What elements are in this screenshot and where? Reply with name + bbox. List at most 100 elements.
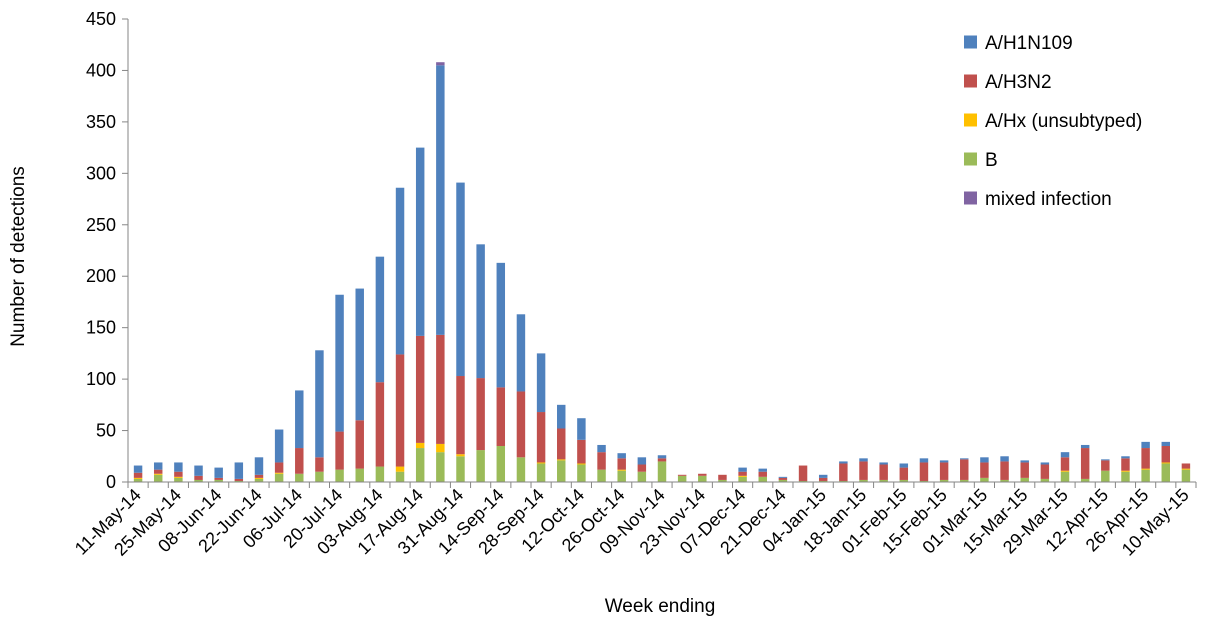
bar-segment — [698, 475, 707, 482]
bar-segment — [980, 462, 989, 478]
bar-segment — [274, 472, 284, 474]
bar-segment — [778, 477, 788, 480]
bar-segment — [577, 463, 586, 465]
bar-segment — [415, 147, 425, 336]
bar-segment — [174, 477, 183, 482]
bar-segment — [960, 459, 969, 480]
bar-segment — [456, 376, 465, 455]
bar-segment — [798, 465, 808, 481]
bar-segment — [818, 480, 828, 482]
bar-segment — [980, 477, 989, 482]
y-tick-label: 100 — [86, 369, 116, 389]
legend-label: A/H1N109 — [985, 33, 1073, 54]
bar-segment — [355, 288, 364, 421]
bar-segment — [355, 420, 364, 469]
legend-swatch — [964, 152, 977, 166]
bar-segment — [1101, 470, 1110, 482]
bar-segment — [395, 466, 405, 472]
bar-segment — [738, 467, 747, 472]
bar-segment — [577, 439, 586, 464]
bar-segment — [778, 476, 788, 478]
bar-segment — [516, 314, 526, 392]
bar-segment — [1181, 463, 1191, 469]
bar-segment — [637, 457, 647, 465]
bar-segment — [395, 187, 405, 355]
bar-segment — [295, 390, 304, 449]
bar-segment — [476, 450, 485, 482]
bar-segment — [254, 457, 264, 475]
bar-segment — [879, 464, 888, 480]
bar-segment — [315, 350, 324, 458]
bar-segment — [436, 65, 445, 335]
bar-segment — [738, 475, 747, 477]
bar-segment — [174, 471, 183, 477]
bar-segment — [577, 418, 586, 440]
legend-swatch — [964, 74, 977, 88]
bar-segment — [637, 471, 647, 482]
y-tick-label: 200 — [86, 266, 116, 286]
bar-segment — [153, 473, 163, 475]
bar-segment — [1000, 461, 1009, 480]
bar-segment — [153, 469, 163, 474]
bar-segment — [1060, 457, 1070, 471]
y-tick-label: 450 — [86, 9, 116, 29]
bar-segment — [839, 461, 848, 464]
bar-segment — [798, 480, 808, 482]
bar-segment — [758, 471, 767, 477]
bar-segment — [657, 455, 667, 459]
bar-segment — [194, 475, 203, 480]
bar-segment — [536, 463, 546, 482]
bar-segment — [1141, 469, 1150, 482]
bar-segment — [1080, 478, 1090, 482]
bar-segment — [899, 467, 909, 480]
bar-segment — [234, 480, 244, 482]
bar-segment — [315, 471, 324, 482]
bar-segment — [1020, 477, 1029, 482]
bar-segment — [1161, 462, 1170, 464]
y-tick-label: 400 — [86, 60, 116, 80]
bar-segment — [1181, 468, 1191, 470]
bar-segment — [1040, 478, 1050, 482]
bar-segment — [456, 454, 465, 457]
bar-segment — [1141, 468, 1150, 470]
bar-segment — [174, 476, 183, 478]
bar-segment — [254, 474, 264, 478]
bar-segment — [617, 470, 626, 482]
bar-segment — [839, 480, 848, 482]
bar-segment — [859, 479, 868, 482]
bar-segment — [1020, 460, 1029, 463]
y-tick-label: 0 — [106, 472, 116, 492]
bar-segment — [557, 459, 566, 461]
bar-segment — [1020, 462, 1029, 478]
bar-segment — [1121, 470, 1130, 472]
y-tick-label: 150 — [86, 318, 116, 338]
bar-segment — [133, 472, 143, 478]
bar-segment — [557, 460, 566, 482]
bar-segment — [133, 477, 143, 479]
bar-segment — [919, 462, 929, 481]
bar-segment — [1181, 469, 1191, 482]
bar-segment — [677, 474, 687, 476]
bar-segment — [1040, 462, 1050, 465]
bar-segment — [919, 458, 929, 463]
x-axis: 11-May-1425-May-1408-Jun-1422-Jun-1406-J… — [71, 481, 1197, 560]
bar-segment — [315, 457, 324, 472]
legend-swatch — [964, 35, 977, 49]
bar-segment — [194, 479, 203, 482]
bar-segment — [1040, 464, 1050, 479]
bar-segment — [174, 462, 183, 472]
bar-segment — [436, 443, 445, 453]
bar-segment — [516, 457, 526, 482]
bar-segment — [214, 477, 223, 480]
bar-segment — [617, 453, 626, 459]
bar-segment — [980, 457, 989, 463]
bar-segment — [1161, 441, 1170, 446]
bar-segment — [456, 182, 465, 377]
bar-segment — [496, 387, 506, 446]
bar-segment — [597, 469, 606, 482]
bar-segment — [516, 391, 526, 458]
y-axis-title: Number of detections — [8, 166, 29, 347]
bar-segment — [375, 382, 385, 467]
